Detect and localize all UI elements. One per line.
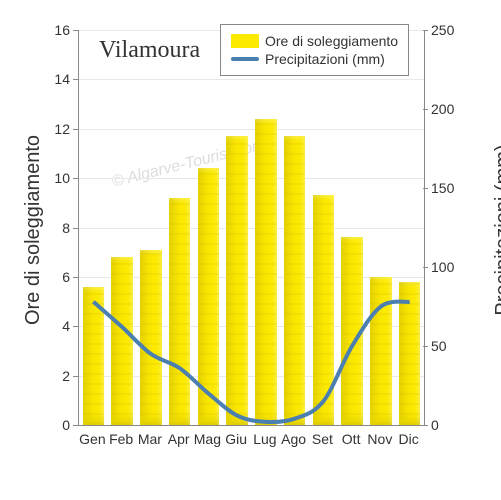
y-right-tick bbox=[423, 425, 428, 426]
y-right-axis-title: Precipitazioni (mm) bbox=[492, 144, 501, 315]
y-left-tick bbox=[73, 326, 78, 327]
y-left-tick-label: 2 bbox=[62, 368, 70, 384]
legend-swatch-line bbox=[231, 57, 259, 61]
x-tick-label: Dic bbox=[399, 431, 419, 447]
x-tick-label: Giu bbox=[225, 431, 247, 447]
y-left-tick bbox=[73, 129, 78, 130]
y-right-tick bbox=[423, 188, 428, 189]
y-left-tick bbox=[73, 277, 78, 278]
y-right-tick bbox=[423, 30, 428, 31]
x-tick-label: Lug bbox=[253, 431, 276, 447]
x-tick-label: Mag bbox=[194, 431, 221, 447]
y-left-axis-title: Ore di soleggiamento bbox=[22, 135, 45, 325]
y-right-tick bbox=[423, 109, 428, 110]
y-left-tick bbox=[73, 425, 78, 426]
legend-label: Ore di soleggiamento bbox=[265, 33, 398, 49]
y-left-tick-label: 4 bbox=[62, 318, 70, 334]
y-left-tick bbox=[73, 79, 78, 80]
y-right-tick bbox=[423, 267, 428, 268]
precip-line bbox=[93, 302, 409, 422]
y-left-tick bbox=[73, 178, 78, 179]
legend-swatch-bar bbox=[231, 34, 259, 48]
y-left-tick bbox=[73, 228, 78, 229]
climate-chart: Ore di soleggiamento Precipitazioni (mm)… bbox=[0, 0, 501, 500]
x-tick-label: Mar bbox=[138, 431, 162, 447]
y-right-tick-label: 150 bbox=[431, 180, 454, 196]
x-tick-label: Gen bbox=[79, 431, 105, 447]
x-tick-label: Apr bbox=[168, 431, 190, 447]
y-left-tick-label: 0 bbox=[62, 417, 70, 433]
legend-row: Precipitazioni (mm) bbox=[231, 51, 398, 67]
y-right-tick-label: 0 bbox=[431, 417, 439, 433]
legend: Ore di soleggiamento Precipitazioni (mm) bbox=[220, 24, 409, 76]
legend-label: Precipitazioni (mm) bbox=[265, 51, 385, 67]
y-right-tick bbox=[423, 346, 428, 347]
plot-area bbox=[78, 30, 425, 426]
y-left-tick-label: 10 bbox=[54, 170, 70, 186]
y-right-tick-label: 50 bbox=[431, 338, 447, 354]
x-tick-label: Feb bbox=[109, 431, 133, 447]
x-tick-label: Set bbox=[312, 431, 333, 447]
y-left-tick bbox=[73, 376, 78, 377]
y-right-tick-label: 200 bbox=[431, 101, 454, 117]
precip-line-svg bbox=[79, 30, 424, 425]
y-left-tick bbox=[73, 30, 78, 31]
y-right-tick-label: 250 bbox=[431, 22, 454, 38]
x-tick-label: Ott bbox=[342, 431, 361, 447]
y-left-tick-label: 6 bbox=[62, 269, 70, 285]
y-left-tick-label: 8 bbox=[62, 220, 70, 236]
x-tick-label: Nov bbox=[367, 431, 392, 447]
legend-row: Ore di soleggiamento bbox=[231, 33, 398, 49]
y-left-tick-label: 14 bbox=[54, 71, 70, 87]
y-right-tick-label: 100 bbox=[431, 259, 454, 275]
x-tick-label: Ago bbox=[281, 431, 306, 447]
y-left-tick-label: 16 bbox=[54, 22, 70, 38]
y-left-tick-label: 12 bbox=[54, 121, 70, 137]
